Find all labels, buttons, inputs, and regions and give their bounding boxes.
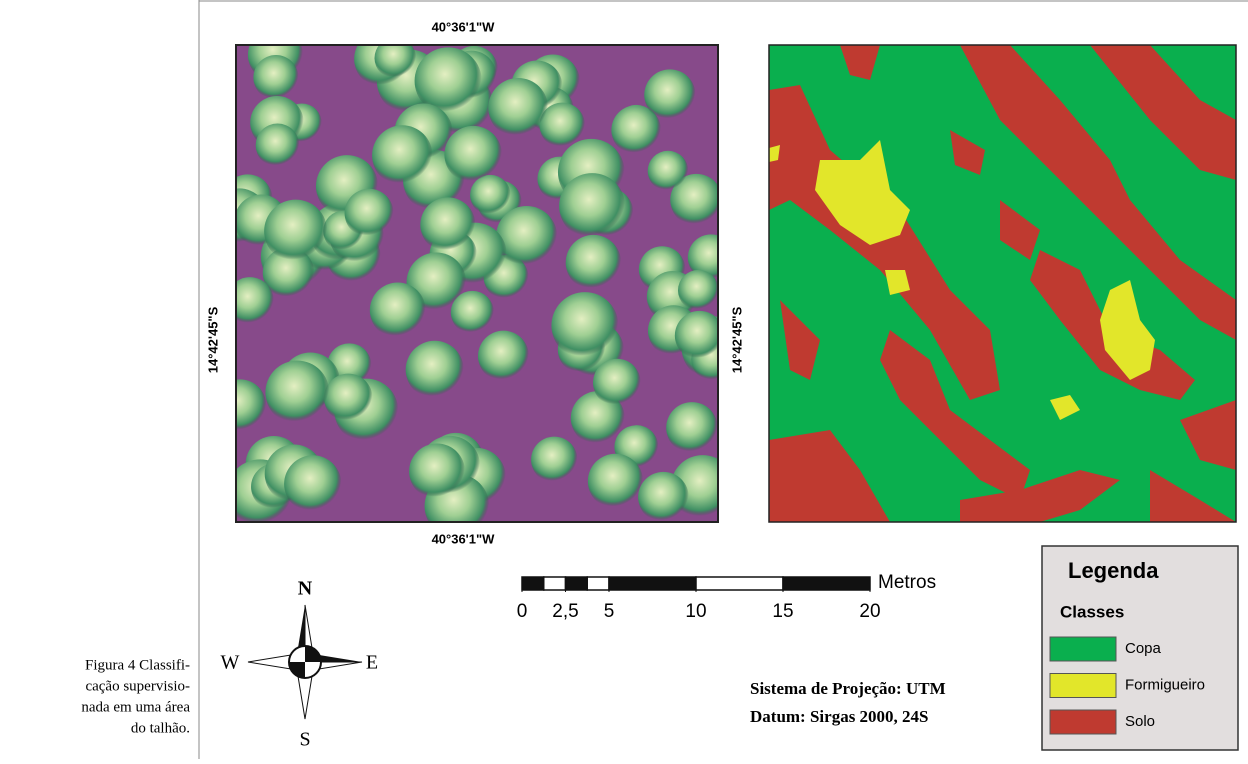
tree-crown: [644, 69, 695, 120]
tree-crown: [559, 173, 625, 239]
compass-label: E: [366, 652, 378, 674]
caption-line: Figura 4 Classifi-: [85, 657, 190, 673]
scale-label: 0: [517, 601, 528, 622]
caption-line: nada em uma área: [81, 699, 190, 715]
tree-crown: [284, 455, 341, 512]
legend-label: Copa: [1125, 640, 1162, 657]
latitude-label: 14°42'45"S: [205, 306, 220, 373]
tree-crown: [345, 189, 394, 238]
longitude-label: 40°36'1"W: [432, 531, 496, 546]
scale-unit: Metros: [878, 572, 936, 593]
tree-crown: [324, 374, 373, 423]
scale-label: 10: [685, 601, 706, 622]
tree-crown: [264, 200, 327, 263]
tree-crown: [531, 437, 577, 483]
legend: Legenda Classes Copa Formigueiro Solo: [1042, 546, 1238, 750]
compass: N S W E: [221, 578, 379, 751]
legend-label: Formigueiro: [1125, 676, 1205, 693]
latitude-label: 14°42'45"S: [729, 306, 744, 373]
scale-segment: [609, 577, 696, 590]
compass-label: N: [298, 578, 313, 600]
tree-crown: [638, 472, 689, 523]
scale-segment: [587, 577, 609, 590]
compass-label: S: [299, 729, 310, 751]
tree-crown: [666, 402, 718, 454]
legend-title: Legenda: [1068, 558, 1159, 583]
scale-label: 20: [859, 601, 880, 622]
caption-line: do talhão.: [131, 720, 190, 736]
scale-label: 15: [772, 601, 793, 622]
tree-crown: [444, 126, 502, 184]
tree-crown: [372, 125, 433, 186]
projection-text: Sistema de Projeção: UTM: [750, 679, 946, 698]
tree-crown: [374, 37, 416, 79]
caption-line: cação supervisio-: [85, 678, 190, 694]
tree-crown: [566, 235, 621, 290]
tree-crown: [678, 270, 719, 311]
legend-swatch: [1050, 674, 1116, 698]
projection-text: Datum: Sirgas 2000, 24S: [750, 707, 929, 726]
scale-segment: [544, 577, 566, 590]
tree-crown: [551, 292, 618, 359]
tree-crown: [265, 361, 329, 425]
tree-crown: [253, 55, 298, 100]
compass-label: W: [221, 652, 240, 674]
caption: Figura 4 Classifi-cação supervisio-nada …: [81, 657, 190, 736]
scale-segment: [522, 577, 544, 590]
tree-crown: [226, 277, 274, 325]
scale-segment: [566, 577, 588, 590]
tree-crown: [214, 379, 267, 432]
tree-crown: [648, 151, 689, 192]
scale-bar: 0 2,5 5 10 15 20 Metros: [517, 572, 936, 622]
tree-crown: [488, 78, 548, 138]
tree-crown: [420, 197, 475, 252]
tree-crown: [409, 444, 465, 500]
scale-segment: [696, 577, 783, 590]
legend-swatch: [1050, 710, 1116, 734]
legend-label: Solo: [1125, 713, 1155, 730]
figure: Figura 4 Classifi-cação supervisio-nada …: [0, 0, 1248, 759]
aerial-image: [211, 27, 745, 538]
tree-crown: [370, 282, 426, 338]
legend-subtitle: Classes: [1060, 602, 1124, 621]
tree-crown: [593, 359, 641, 407]
tree-crown: [588, 454, 643, 509]
tree-crown: [478, 331, 529, 382]
tree-crown: [256, 124, 300, 168]
legend-swatch: [1050, 637, 1116, 661]
classified-map: [769, 45, 1236, 522]
tree-crown: [675, 311, 724, 360]
scale-segment: [783, 577, 870, 590]
longitude-label: 40°36'1"W: [432, 19, 496, 34]
scale-label: 5: [604, 601, 615, 622]
tree-crown: [406, 341, 464, 399]
scale-label: 2,5: [552, 601, 578, 622]
